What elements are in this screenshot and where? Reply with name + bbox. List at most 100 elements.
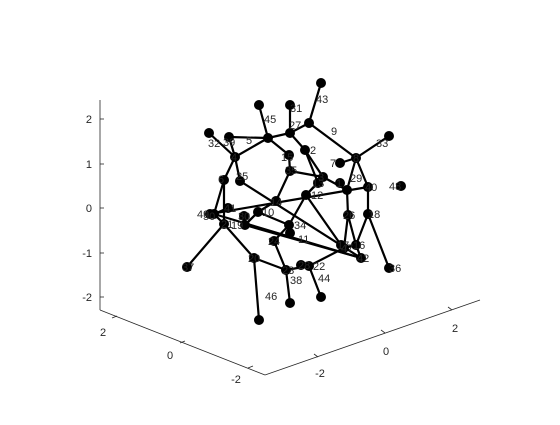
atom-20	[249, 253, 259, 263]
atom-label-27: 27	[289, 120, 301, 132]
atom-15	[284, 150, 294, 160]
atom-50	[209, 209, 219, 219]
bond-2-3	[303, 148, 325, 179]
right-floor-axis-line	[264, 299, 481, 376]
atom-7	[335, 158, 345, 168]
right-tick-mark	[313, 353, 319, 358]
atom-label-41: 41	[224, 203, 236, 215]
bond-26-16	[346, 213, 358, 247]
left-tick-mark	[111, 315, 118, 319]
atom-label-21: 21	[221, 219, 233, 231]
atom-label-1: 1	[336, 178, 342, 190]
atom-label-32: 32	[208, 138, 220, 150]
atoms-layer	[182, 78, 406, 325]
ticks-layer: 210-1-220-220-2	[82, 114, 458, 386]
atom-43	[316, 78, 326, 88]
atom-37	[182, 262, 192, 272]
right-tick-mark	[380, 329, 386, 334]
atom-label-3: 3	[318, 172, 324, 184]
left-floor-axis-line	[99, 309, 266, 376]
atom-label-48: 48	[389, 181, 401, 193]
atom-25	[235, 176, 245, 186]
atom-36	[384, 263, 394, 273]
atom-18	[363, 209, 373, 219]
atom-label-2: 2	[310, 145, 316, 157]
atom-28	[296, 260, 306, 270]
bond-24-23	[272, 239, 288, 272]
atom-label-18: 18	[368, 209, 380, 221]
atom-label-46: 46	[265, 291, 277, 303]
atom-33	[384, 131, 394, 141]
atom-label-36: 36	[389, 263, 401, 275]
left-tick-mark	[247, 365, 254, 369]
atom-label-38: 38	[290, 275, 302, 287]
bond-4-32	[207, 131, 237, 159]
atom-9	[304, 118, 314, 128]
atom-14	[271, 196, 281, 206]
atom-label-15: 15	[281, 152, 293, 164]
atom-label-47: 47	[341, 243, 353, 255]
bond-6-50	[212, 178, 226, 216]
atom-19	[240, 220, 250, 230]
atom-label-42: 42	[357, 253, 369, 265]
axes-layer	[99, 100, 481, 376]
atom-label-44: 44	[318, 273, 330, 285]
atom-31	[285, 100, 295, 110]
bond-3-35	[288, 169, 325, 179]
bond-34-10	[256, 210, 291, 227]
bond-20-21	[222, 222, 256, 260]
atom-label-26: 26	[343, 210, 355, 222]
atom-label-19: 19	[231, 220, 243, 232]
atom-label-16: 16	[353, 240, 365, 252]
atom-45	[254, 100, 264, 110]
bonds-layer	[185, 81, 391, 322]
left-tick-label: 0	[167, 350, 173, 362]
atom-label-22: 22	[313, 261, 325, 273]
bond-12-34	[287, 193, 308, 227]
atom-label-17: 17	[337, 240, 349, 252]
atom-22	[304, 261, 314, 271]
atom-label-43: 43	[316, 94, 328, 106]
atom-label-34: 34	[294, 220, 306, 232]
z-tick-label: 2	[86, 114, 92, 126]
right-tick-label: 0	[383, 346, 389, 358]
atom-label-45: 45	[264, 114, 276, 126]
z-tick-label: 0	[86, 203, 92, 215]
atom-label-50: 50	[203, 211, 215, 223]
left-tick-label: -2	[231, 374, 241, 386]
atom-38	[285, 298, 295, 308]
atom-10	[253, 207, 263, 217]
bond-40-49	[208, 185, 370, 216]
bond-21-37	[185, 222, 226, 269]
atom-40	[363, 182, 373, 192]
atom-24	[269, 236, 279, 246]
atom-label-23: 23	[282, 265, 294, 277]
atom-32	[204, 128, 214, 138]
bond-18-36	[366, 212, 391, 270]
atom-label-28: 28	[298, 260, 310, 272]
atom-1	[335, 178, 345, 188]
z-tick-label: 1	[86, 159, 92, 171]
atom-label-20: 20	[248, 253, 260, 265]
atom-label-30: 30	[238, 211, 250, 223]
bond-18-16	[354, 212, 370, 247]
atom-label-25: 25	[236, 171, 248, 183]
atom-13	[313, 178, 323, 188]
atom-label-40: 40	[365, 182, 377, 194]
bond-23-20	[252, 256, 288, 272]
atom-47	[339, 243, 349, 253]
atom-label-8: 8	[353, 153, 359, 165]
atom-8	[351, 153, 361, 163]
z-tick-label: -2	[82, 292, 92, 304]
bond-9-43	[307, 81, 323, 125]
atom-39	[224, 132, 234, 142]
atom-label-7: 7	[330, 158, 336, 170]
atom-6	[219, 175, 229, 185]
atom-26	[343, 210, 353, 220]
atom-11	[285, 228, 295, 238]
atom-label-14: 14	[270, 197, 282, 209]
atom-label-33: 33	[376, 138, 388, 150]
atom-label-29: 29	[350, 173, 362, 185]
